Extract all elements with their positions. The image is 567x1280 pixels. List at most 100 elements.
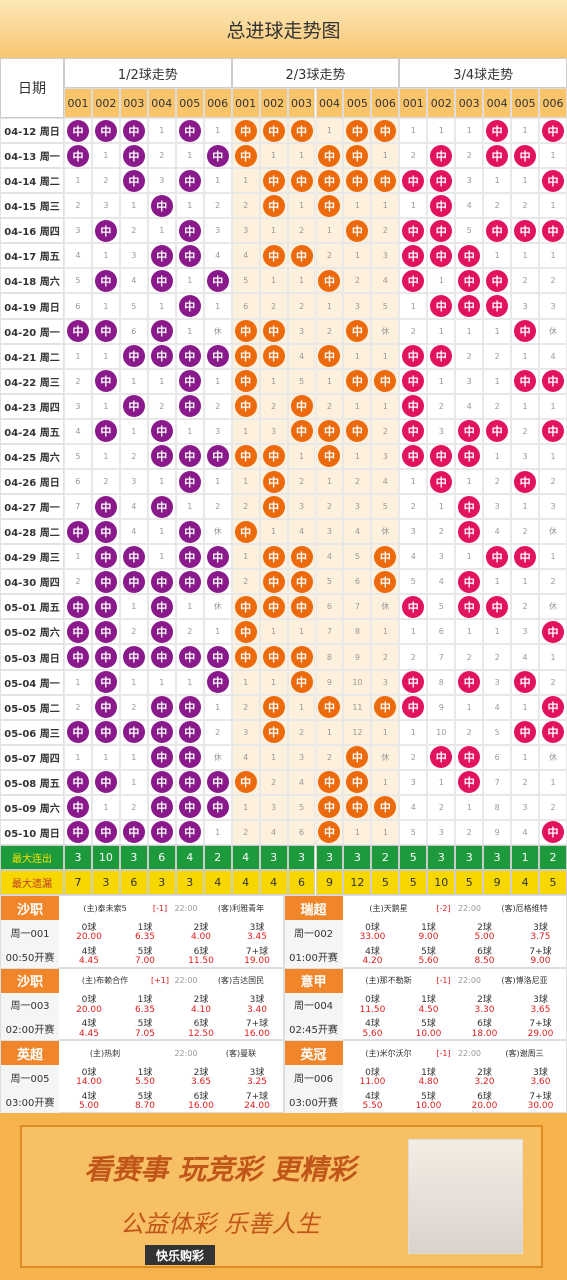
trend-cell: 2: [399, 644, 428, 670]
trend-cell: 1: [315, 368, 344, 394]
trend-cell: 6: [119, 318, 148, 344]
trend-cell: 8: [343, 619, 372, 645]
stat-value: 9: [483, 870, 512, 896]
trend-cell: 1: [203, 168, 232, 194]
miss-count: 2: [550, 276, 556, 286]
trend-cell: 中: [371, 694, 400, 720]
hit-ball: 中: [94, 269, 117, 292]
miss-count: 3: [243, 727, 249, 737]
trend-cell: 2: [91, 168, 120, 194]
trend-cell: 中: [539, 619, 567, 645]
stat-value: 3: [175, 870, 204, 896]
miss-count: 7: [75, 502, 81, 512]
trend-cell: 1: [399, 719, 428, 745]
trend-cell: 中: [231, 393, 260, 419]
miss-count: 休: [213, 527, 222, 537]
miss-count: 1: [354, 201, 360, 211]
trend-cell: 中: [539, 819, 567, 846]
hit-ball: 中: [346, 771, 369, 794]
hit-ball: 中: [430, 169, 453, 192]
league: 沙职: [1, 968, 59, 993]
group-header: 3/4球走势: [399, 58, 567, 88]
trend-cell: 中: [64, 318, 92, 344]
trend-cell: 2: [315, 494, 344, 520]
trend-cell: 1: [371, 819, 400, 846]
hit-ball: 中: [486, 595, 509, 618]
trend-cell: 1: [427, 268, 456, 294]
hit-ball: 中: [234, 119, 257, 142]
trend-cell: 中: [259, 468, 288, 495]
miss-count: 2: [550, 802, 556, 812]
trend-cell: 中: [455, 569, 484, 595]
hit-ball: 中: [66, 646, 89, 668]
trend-cell: 中: [259, 694, 288, 720]
trend-cell: 中: [91, 494, 120, 520]
trend-cell: 中: [231, 443, 260, 469]
miss-count: 1: [103, 151, 109, 161]
trend-cell: 中: [399, 343, 428, 369]
miss-count: 1: [243, 426, 249, 436]
code-header: 001: [231, 88, 260, 118]
trend-cell: 4: [287, 769, 316, 795]
miss-count: 2: [522, 276, 528, 286]
hit-ball: 中: [178, 696, 201, 719]
miss-count: 6: [75, 301, 81, 311]
miss-count: 4: [410, 552, 416, 562]
trend-cell: 5: [64, 443, 92, 469]
hit-ball: 中: [262, 470, 285, 493]
league: 英超: [1, 1041, 59, 1066]
odds-value: 4.20: [362, 956, 383, 967]
miss-count: 3: [75, 401, 81, 411]
trend-cell: 2: [427, 519, 456, 545]
stat-value: 5: [539, 870, 567, 896]
trend-cell: 1: [371, 619, 400, 645]
hit-ball: 中: [94, 520, 117, 543]
trend-cell: 1: [147, 293, 176, 319]
miss-count: 2: [522, 426, 528, 436]
hit-ball: 中: [430, 144, 453, 167]
hit-ball: 中: [318, 696, 341, 719]
trend-cell: 1: [483, 318, 512, 344]
trend-cell: 中: [175, 343, 204, 369]
trend-cell: 中: [119, 118, 148, 144]
miss-count: 4: [522, 827, 528, 837]
trend-cell: 1: [203, 468, 232, 495]
hit-ball: 中: [486, 269, 509, 292]
miss-count: 2: [131, 226, 137, 236]
trend-cell: 1: [91, 443, 120, 469]
trend-cell: 1: [259, 218, 288, 244]
start-time: 02:00开赛: [1, 1016, 59, 1041]
trend-cell: 4: [511, 644, 540, 670]
hit-ball: 中: [150, 796, 173, 819]
hit-ball: 中: [234, 144, 257, 167]
trend-cell: 中: [119, 168, 148, 194]
trend-cell: 2: [203, 494, 232, 520]
hit-ball: 中: [206, 796, 229, 819]
miss-count: 4: [75, 426, 81, 436]
trend-cell: 中: [175, 218, 204, 244]
miss-count: 3: [550, 301, 556, 311]
hit-ball: 中: [458, 520, 481, 543]
miss-count: 5: [298, 376, 305, 386]
trend-cell: 1: [483, 443, 512, 469]
trend-cell: 中: [203, 769, 232, 795]
trend-cell: 1: [511, 694, 540, 720]
miss-count: 1: [271, 376, 277, 386]
trend-cell: 2: [539, 669, 567, 695]
trend-cell: 中: [455, 594, 484, 620]
trend-cell: 6: [343, 569, 372, 595]
trend-cell: 4: [287, 519, 316, 545]
trend-cell: 中: [539, 118, 567, 144]
trend-cell: 中: [147, 694, 176, 720]
trend-cell: 中: [371, 118, 400, 144]
miss-count: 1: [522, 351, 528, 361]
odds-value: 8.70: [134, 1101, 156, 1112]
trend-cell: 中: [175, 744, 204, 770]
trend-cell: 1: [203, 368, 232, 394]
hit-ball: 中: [178, 721, 201, 744]
trend-cell: 5: [287, 794, 316, 820]
trend-cell: 中: [175, 118, 204, 144]
odds-value: 3.65: [190, 1077, 212, 1088]
miss-count: 1: [271, 226, 277, 236]
